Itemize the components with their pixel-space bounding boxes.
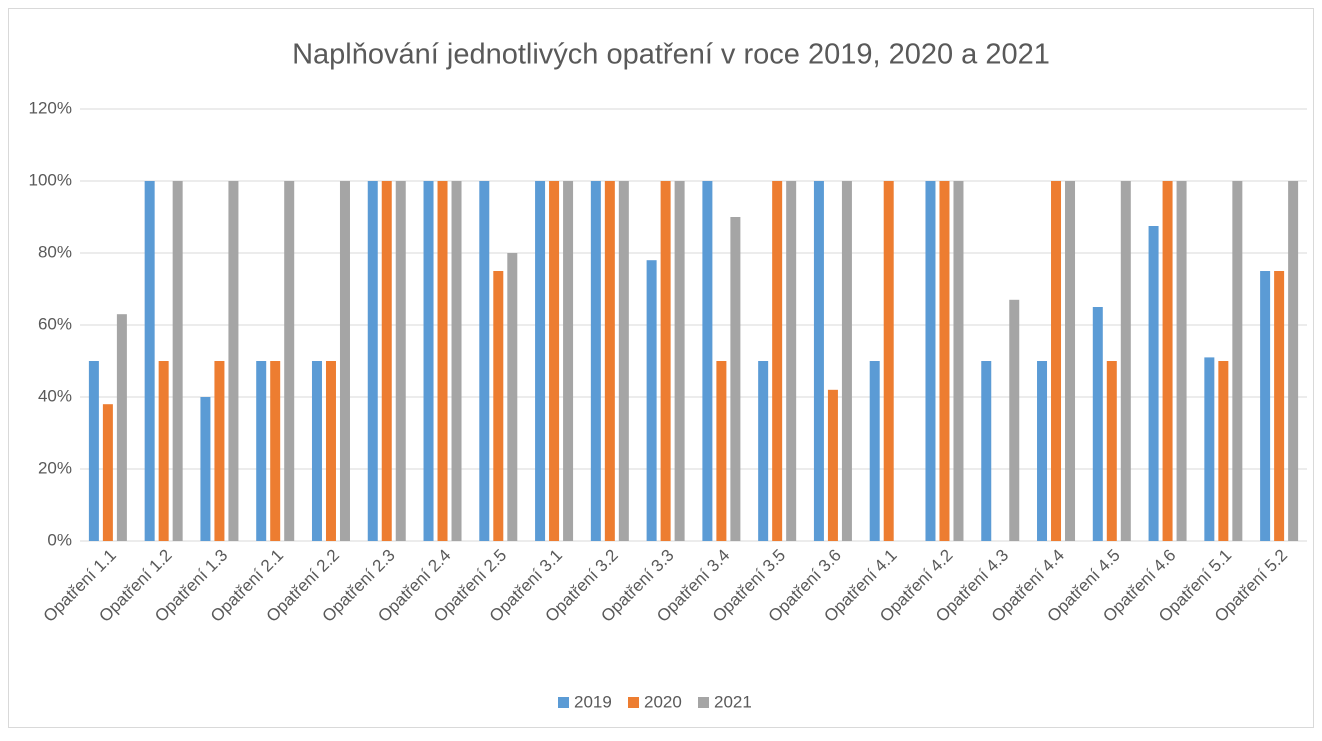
bar (1176, 181, 1187, 541)
bar (270, 361, 281, 541)
bar (841, 181, 852, 541)
bar (88, 361, 99, 541)
bar (758, 361, 769, 541)
legend-swatch (698, 697, 709, 708)
legend-label: 2020 (644, 692, 682, 711)
bar (716, 361, 727, 541)
bar (869, 361, 880, 541)
y-tick-label: 0% (47, 530, 72, 549)
bar (702, 181, 713, 541)
chart-title: Naplňování jednotlivých opatření v roce … (292, 39, 1050, 71)
bar (646, 260, 657, 541)
bar (618, 181, 629, 541)
bar (1232, 181, 1243, 541)
y-tick-label: 60% (38, 314, 72, 333)
bar (423, 181, 434, 541)
bar (256, 361, 267, 541)
bar (786, 181, 797, 541)
bar (1051, 181, 1062, 541)
bar (1120, 181, 1131, 541)
bar (228, 181, 239, 541)
bar (730, 217, 741, 541)
bar (311, 361, 322, 541)
bar (535, 181, 546, 541)
bar (172, 181, 183, 541)
bar (479, 181, 490, 541)
y-tick-label: 20% (38, 458, 72, 477)
legend-swatch (558, 697, 569, 708)
y-tick-label: 100% (29, 170, 72, 189)
bar (214, 361, 225, 541)
bar (813, 181, 824, 541)
bar (451, 181, 462, 541)
bar (660, 181, 671, 541)
legend-swatch (628, 697, 639, 708)
bar (1065, 181, 1076, 541)
bar (1288, 181, 1299, 541)
bar (144, 181, 155, 541)
legend-label: 2021 (714, 692, 752, 711)
bar (102, 404, 113, 541)
bar (1092, 307, 1103, 541)
bar (1037, 361, 1048, 541)
bar (604, 181, 615, 541)
bar (563, 181, 574, 541)
bar (939, 181, 950, 541)
bar (1204, 357, 1215, 541)
bar (590, 181, 601, 541)
bar (200, 397, 211, 541)
bar (116, 314, 127, 541)
bar (674, 181, 685, 541)
bar (339, 181, 350, 541)
bar (493, 271, 504, 541)
bar (772, 181, 783, 541)
legend-label: 2019 (574, 692, 612, 711)
bar (284, 181, 295, 541)
bar (827, 389, 838, 541)
bar (981, 361, 992, 541)
bar (1106, 361, 1117, 541)
bar (925, 181, 936, 541)
bar (953, 181, 964, 541)
bar (158, 361, 169, 541)
bar (1162, 181, 1173, 541)
y-tick-label: 80% (38, 242, 72, 261)
bar (507, 253, 518, 541)
bar (1274, 271, 1285, 541)
y-tick-label: 40% (38, 386, 72, 405)
bar (395, 181, 406, 541)
bar (437, 181, 448, 541)
bar (325, 361, 336, 541)
bar (381, 181, 392, 541)
bar (1009, 299, 1020, 541)
bar (1148, 226, 1159, 541)
y-tick-label: 120% (29, 98, 72, 117)
bar (1218, 361, 1229, 541)
bar (883, 181, 894, 541)
bar (549, 181, 560, 541)
bar (1260, 271, 1271, 541)
bar (367, 181, 378, 541)
